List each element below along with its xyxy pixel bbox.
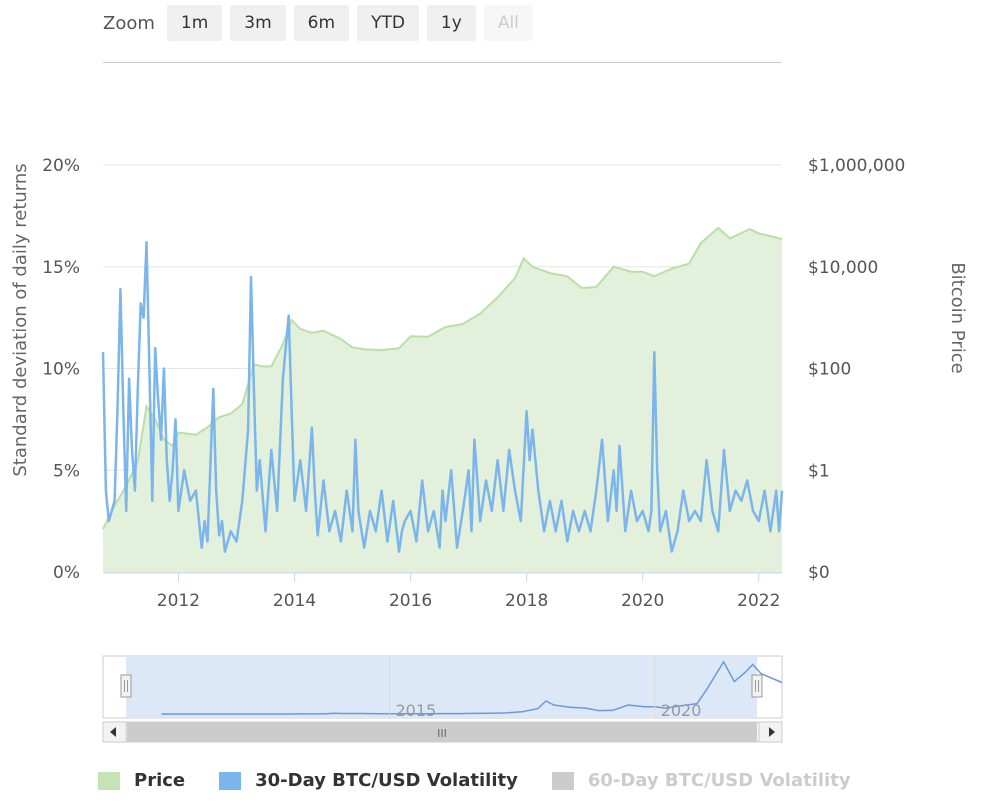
y-left-tick-label: 0% [53, 563, 80, 583]
y-left-tick-label: 10% [42, 360, 80, 380]
zoom-label: Zoom [103, 12, 155, 34]
x-tick-label: 2022 [737, 591, 780, 611]
scrollbar-thumb[interactable] [127, 722, 757, 742]
zoom-bar: Zoom 1m 3m 6m YTD 1y All [103, 4, 533, 42]
zoom-ytd-button[interactable]: YTD [357, 5, 419, 41]
scrollbar-left-arrow-icon [110, 727, 116, 737]
scrollbar-grip: III [437, 727, 447, 740]
volatility-chart: 0% 5% 10% 15% 20% $0 $1 $100 $10,000 $1,000,000 20… [10, 156, 968, 743]
navigator-selection [126, 656, 757, 718]
vol30-series [101, 241, 784, 553]
legend: Price 30-Day BTC/USD Volatility 60-Day B… [98, 770, 851, 791]
zoom-1m-button[interactable]: 1m [166, 5, 223, 41]
y-left-tick-label: 15% [42, 258, 80, 278]
y-right-tick-label: $1 [808, 461, 830, 481]
y-right-tick-label: $0 [808, 563, 830, 583]
zoom-6m-button[interactable]: 6m [293, 5, 350, 41]
navigator-tick-label: 2015 [395, 701, 436, 720]
legend-swatch-price [98, 771, 120, 790]
legend-item-price[interactable]: Price [98, 770, 185, 791]
legend-label-vol30: 30-Day BTC/USD Volatility [255, 770, 518, 791]
x-tick-label: 2012 [157, 591, 200, 611]
y-right-axis-title: Bitcoin Price [947, 262, 968, 373]
navigator-right-handle[interactable] [751, 674, 763, 698]
zoom-separator [103, 62, 782, 63]
y-left-tick-label: 5% [53, 461, 80, 481]
navigator-tick-label: 2020 [661, 701, 702, 720]
navigator-price-line [161, 660, 783, 715]
y-right-tick-label: $1,000,000 [808, 156, 905, 176]
x-tick-label: 2016 [389, 591, 432, 611]
price-line [102, 226, 783, 530]
zoom-3m-button[interactable]: 3m [230, 5, 286, 41]
x-tick-label: 2014 [273, 591, 316, 611]
legend-label-price: Price [134, 770, 186, 791]
x-tick-label: 2018 [505, 591, 548, 611]
axes: 0% 5% 10% 15% 20% $0 $1 $100 $10,000 $1,000,000 20… [42, 156, 905, 611]
legend-item-vol30[interactable]: 30-Day BTC/USD Volatility [219, 770, 518, 791]
navigator[interactable]: 2015 2020 III [102, 655, 783, 743]
zoom-all-button: All [483, 5, 533, 41]
y-right-tick-label: $100 [808, 360, 851, 380]
legend-swatch-vol30 [219, 771, 242, 790]
legend-swatch-vol60 [551, 771, 574, 790]
legend-label-vol60: 60-Day BTC/USD Volatility [587, 770, 851, 791]
y-left-tick-label: 20% [42, 156, 80, 176]
legend-item-vol60[interactable]: 60-Day BTC/USD Volatility [551, 770, 851, 791]
zoom-1y-button[interactable]: 1y [426, 5, 476, 41]
scrollbar-right-arrow-icon [769, 727, 775, 737]
navigator-left-handle[interactable] [120, 674, 132, 698]
y-left-axis-title: Standard deviation of daily returns [10, 163, 31, 476]
y-right-tick-label: $10,000 [808, 258, 878, 278]
vol30-line [101, 241, 784, 553]
x-tick-label: 2020 [621, 591, 664, 611]
